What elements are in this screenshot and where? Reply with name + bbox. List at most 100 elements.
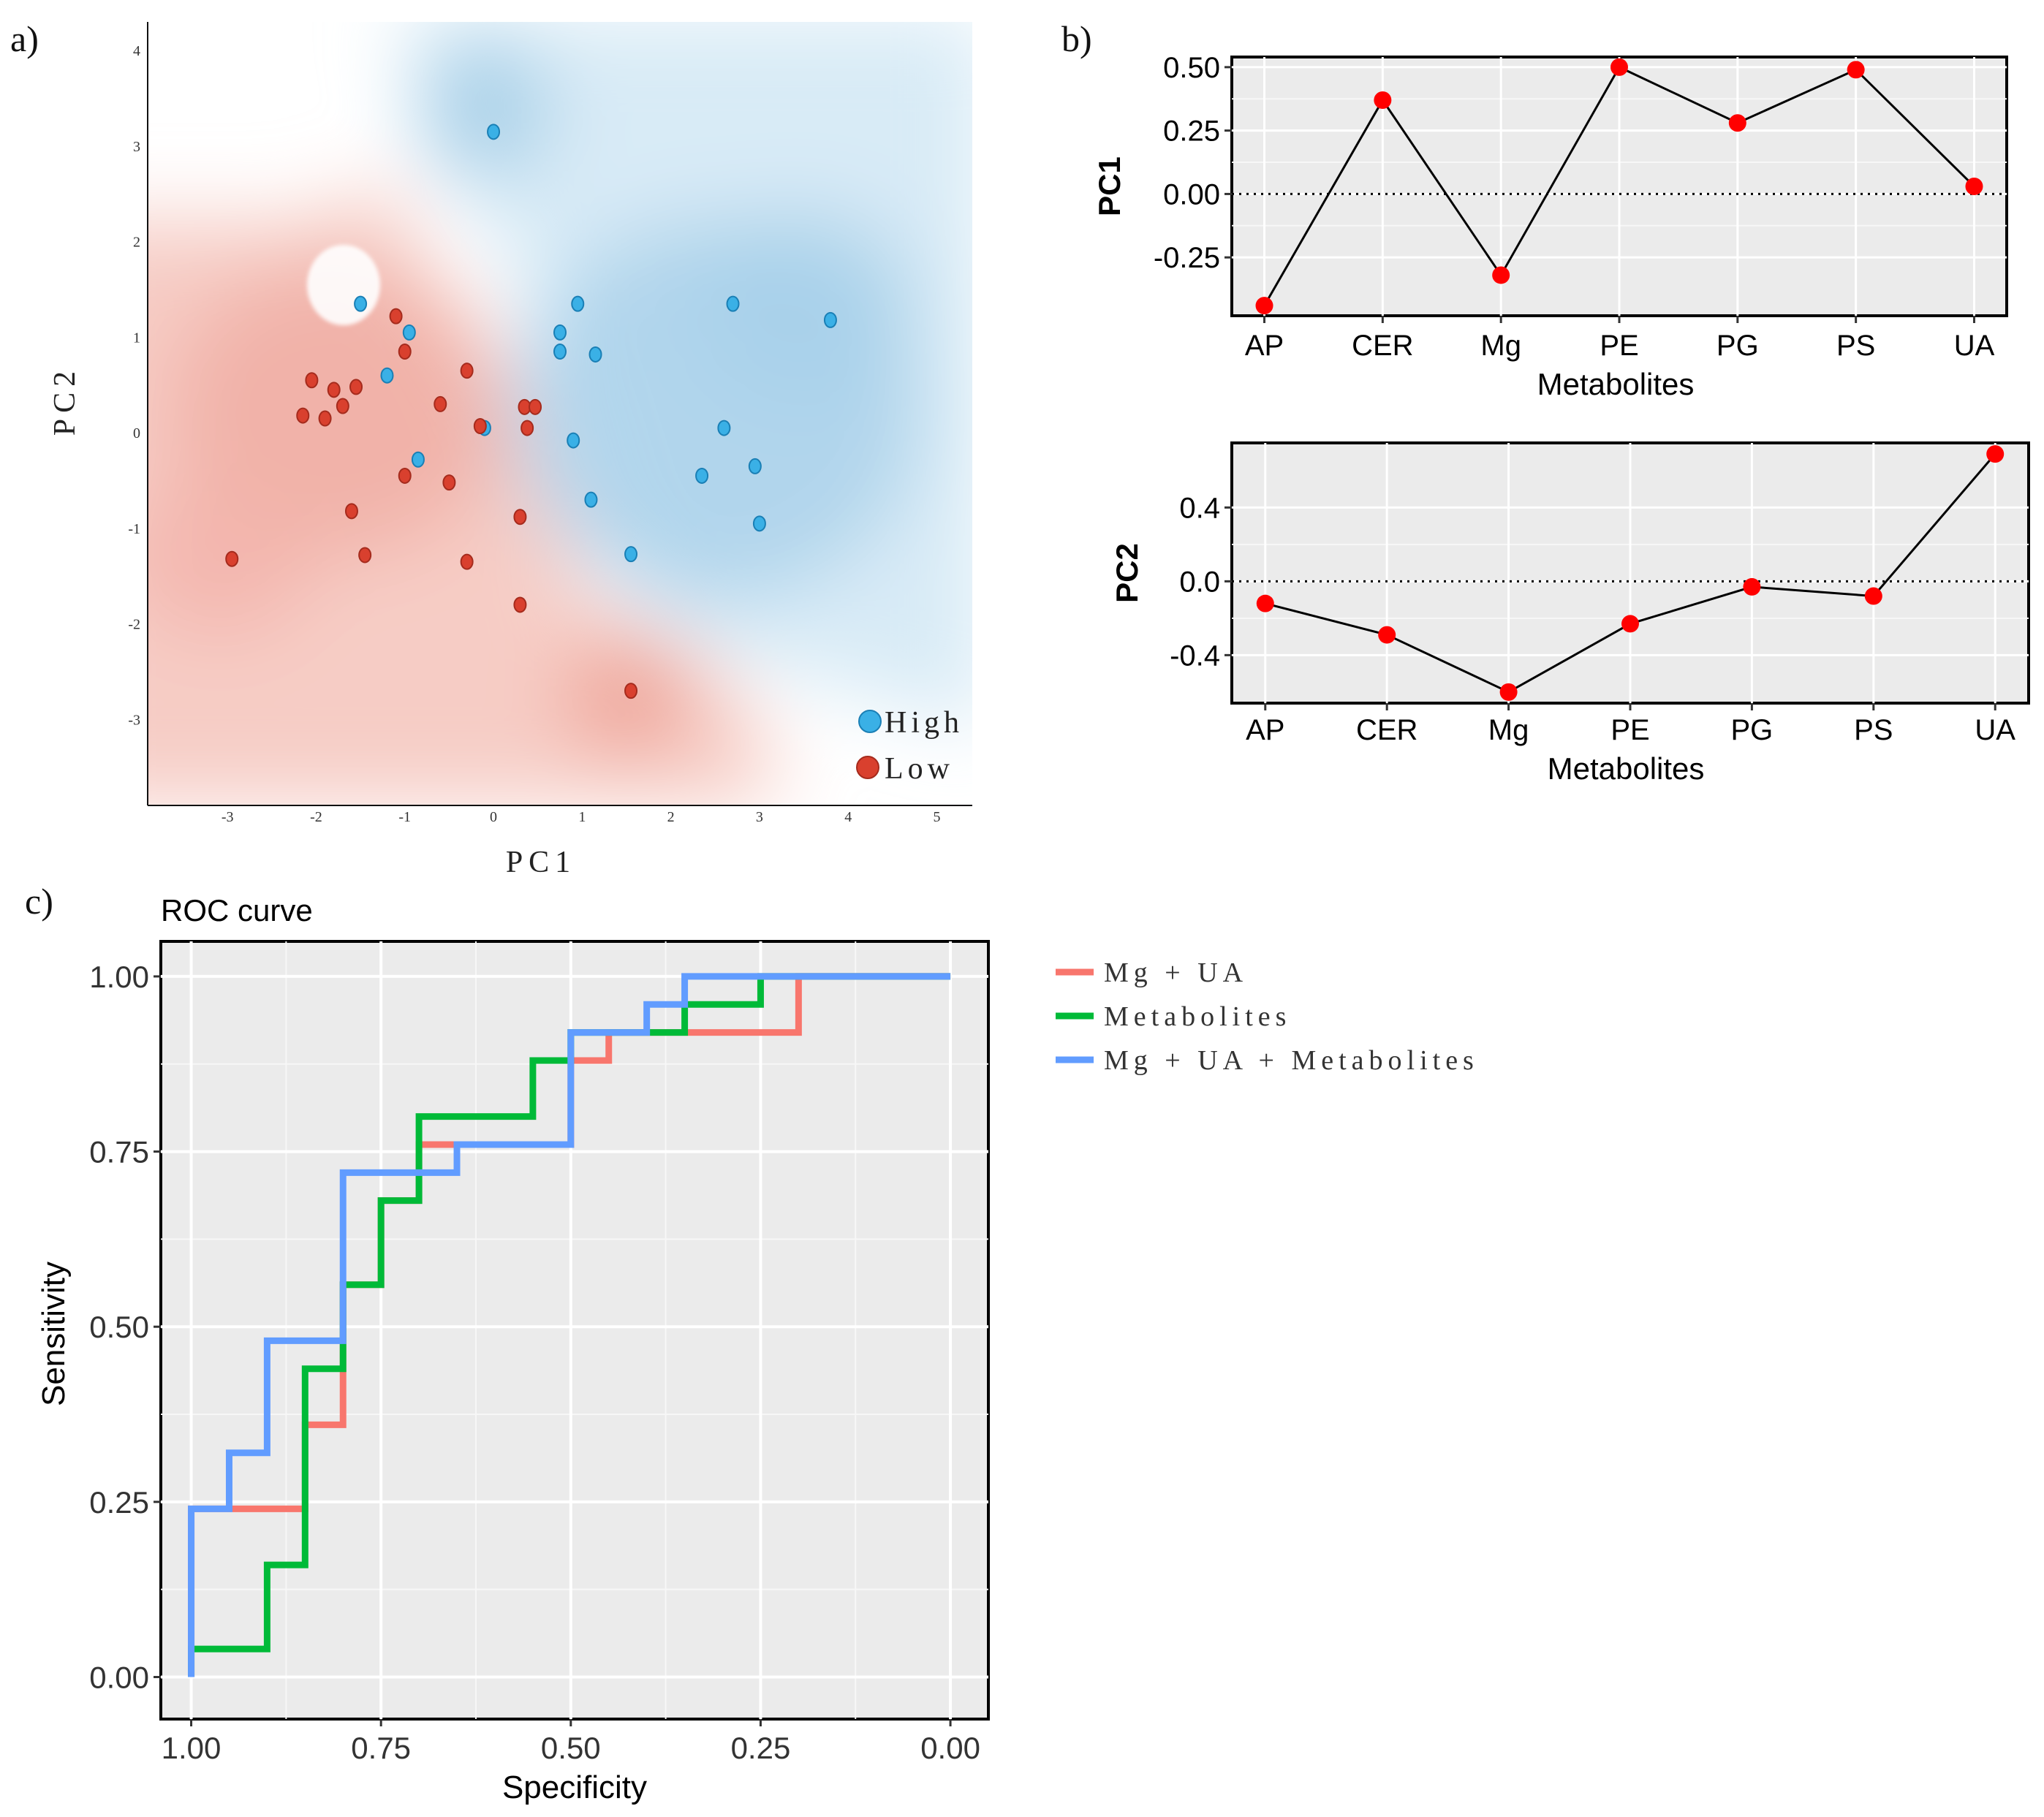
roc-y-tick-label: 0.50 — [89, 1310, 149, 1344]
b2-x-tick-label: AP — [1246, 714, 1284, 746]
b2-point-ap — [1256, 594, 1274, 612]
low-point — [225, 550, 239, 567]
low-point — [434, 395, 447, 412]
b1-point-ap — [1255, 297, 1273, 315]
high-point — [717, 420, 731, 436]
b1-point-pe — [1610, 58, 1628, 76]
b2-x-tick-label: PE — [1610, 714, 1649, 746]
low-point — [513, 596, 527, 613]
high-point — [402, 324, 416, 341]
low-point — [398, 467, 412, 484]
b1-point-ps — [1847, 61, 1865, 79]
high-point — [823, 311, 837, 328]
pc1-loadings-panel: -0.25 0.00 0.25 0.50 AP CER Mg PE PG PS UA Metabol… — [1092, 52, 2008, 401]
legend-low-swatch — [856, 756, 879, 779]
b1-x-tick-label: PG — [1716, 330, 1759, 362]
pca-y-tick-label: 3 — [133, 139, 140, 155]
b2-x-tick-label: UA — [1975, 714, 2015, 746]
b1-y-tick-label: -0.25 — [1154, 242, 1220, 274]
high-point — [553, 324, 567, 341]
high-point — [411, 451, 425, 468]
low-point — [336, 398, 349, 414]
panel-label-b: b) — [1061, 18, 1092, 59]
legend-high-swatch — [858, 710, 882, 733]
low-point — [521, 420, 534, 436]
roc-x-tick-label: 0.00 — [920, 1731, 980, 1765]
high-point — [588, 346, 602, 363]
b1-y-tick-label: 0.00 — [1163, 178, 1220, 210]
b2-point-ua — [1986, 445, 2005, 463]
high-point — [487, 124, 501, 140]
pca-x-tick-label: 5 — [933, 809, 940, 825]
pca-x-tick-label: -2 — [310, 809, 322, 825]
roc-y-tick-label: 0.75 — [89, 1135, 149, 1169]
low-point — [349, 379, 363, 395]
b2-point-pe — [1621, 615, 1639, 633]
high-point — [380, 367, 394, 384]
pca-y-tick-label: -3 — [128, 712, 140, 728]
high-point — [748, 458, 762, 474]
pca-x-tick-label: 2 — [667, 809, 675, 825]
roc-x-tick-label: 0.50 — [541, 1731, 601, 1765]
high-point — [571, 295, 585, 312]
low-point — [344, 503, 358, 520]
pca-x-tick-label: -3 — [222, 809, 234, 825]
roc-line-metabolites — [188, 973, 951, 1677]
pca-x-tick-label: 0 — [490, 809, 497, 825]
high-point — [624, 546, 638, 563]
b1-x-tick-label: UA — [1954, 330, 1995, 362]
high-point — [752, 515, 766, 532]
roc-y-tick-label: 0.00 — [89, 1660, 149, 1694]
pca-x-tick-label: 3 — [756, 809, 763, 825]
roc-line-combined — [188, 973, 951, 1677]
pc1-x-axis-title: Metabolites — [1537, 367, 1695, 401]
b1-y-tick-label: 0.25 — [1163, 115, 1220, 148]
b1-point-cer — [1374, 91, 1392, 109]
pc2-y-axis-title: PC2 — [1110, 543, 1144, 603]
pca-legend: High Low — [856, 706, 959, 786]
low-point — [442, 474, 456, 491]
pca-y-tick-label: 4 — [133, 43, 140, 59]
low-point — [473, 417, 487, 434]
low-point — [296, 407, 310, 424]
b2-point-pg — [1743, 577, 1761, 596]
high-point — [726, 295, 740, 312]
b2-point-mg — [1499, 683, 1518, 701]
low-point — [529, 398, 542, 415]
roc-x-tick-label: 0.25 — [731, 1731, 791, 1765]
roc-legend: Mg + UA Metabolites Mg + UA + Metabolites — [1056, 957, 1474, 1076]
roc-y-tick-label: 1.00 — [89, 960, 149, 994]
pc2-loadings-panel: -0.4 0.0 0.4 AP CER Mg PE PG PS UA Metabolites PC… — [1110, 441, 2030, 786]
pc1-y-axis-title: PC1 — [1092, 156, 1127, 216]
panel-label-a: a) — [10, 18, 39, 59]
roc-legend-label: Metabolites — [1104, 1001, 1291, 1032]
low-point — [460, 363, 474, 379]
low-point — [318, 410, 332, 427]
low-point — [624, 683, 638, 699]
b1-y-tick-label: 0.50 — [1163, 52, 1220, 84]
pca-y-axis-title: PC2 — [48, 365, 82, 436]
legend-low-label: Low — [885, 752, 954, 786]
b1-x-tick-label: PE — [1600, 330, 1638, 362]
roc-panel: ROC curve 0.00 0.25 0.50 0.75 1.00 1.00 0.75 0.… — [36, 893, 1474, 1805]
pca-y-tick-label: -1 — [128, 521, 140, 537]
b2-point-ps — [1864, 587, 1882, 605]
roc-x-tick-label: 0.75 — [351, 1731, 411, 1765]
low-point — [460, 553, 474, 570]
b1-point-mg — [1492, 266, 1510, 284]
pca-x-tick-label: 4 — [844, 809, 852, 825]
roc-x-axis-title: Specificity — [502, 1769, 647, 1805]
b2-point-cer — [1378, 626, 1396, 644]
low-point — [305, 372, 319, 389]
b2-y-tick-label: 0.4 — [1179, 492, 1220, 524]
b2-x-tick-label: Mg — [1488, 714, 1529, 746]
b2-x-tick-label: PG — [1731, 714, 1774, 746]
b1-point-ua — [1965, 178, 1983, 195]
pca-y-tick-label: 1 — [133, 330, 140, 346]
pca-x-axis-title: PC1 — [506, 846, 576, 879]
b2-x-tick-label: CER — [1356, 714, 1417, 746]
roc-y-axis-title: Sensitivity — [36, 1262, 72, 1406]
roc-title: ROC curve — [161, 893, 313, 928]
pca-x-tick-label: 1 — [578, 809, 586, 825]
